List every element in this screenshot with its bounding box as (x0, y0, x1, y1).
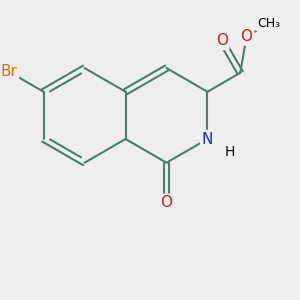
Text: H: H (225, 145, 235, 159)
Text: CH₃: CH₃ (257, 17, 280, 30)
Text: Br: Br (0, 64, 17, 79)
Text: O: O (216, 33, 228, 48)
Text: O: O (160, 195, 172, 210)
Text: O: O (241, 29, 253, 44)
Text: N: N (202, 131, 213, 146)
